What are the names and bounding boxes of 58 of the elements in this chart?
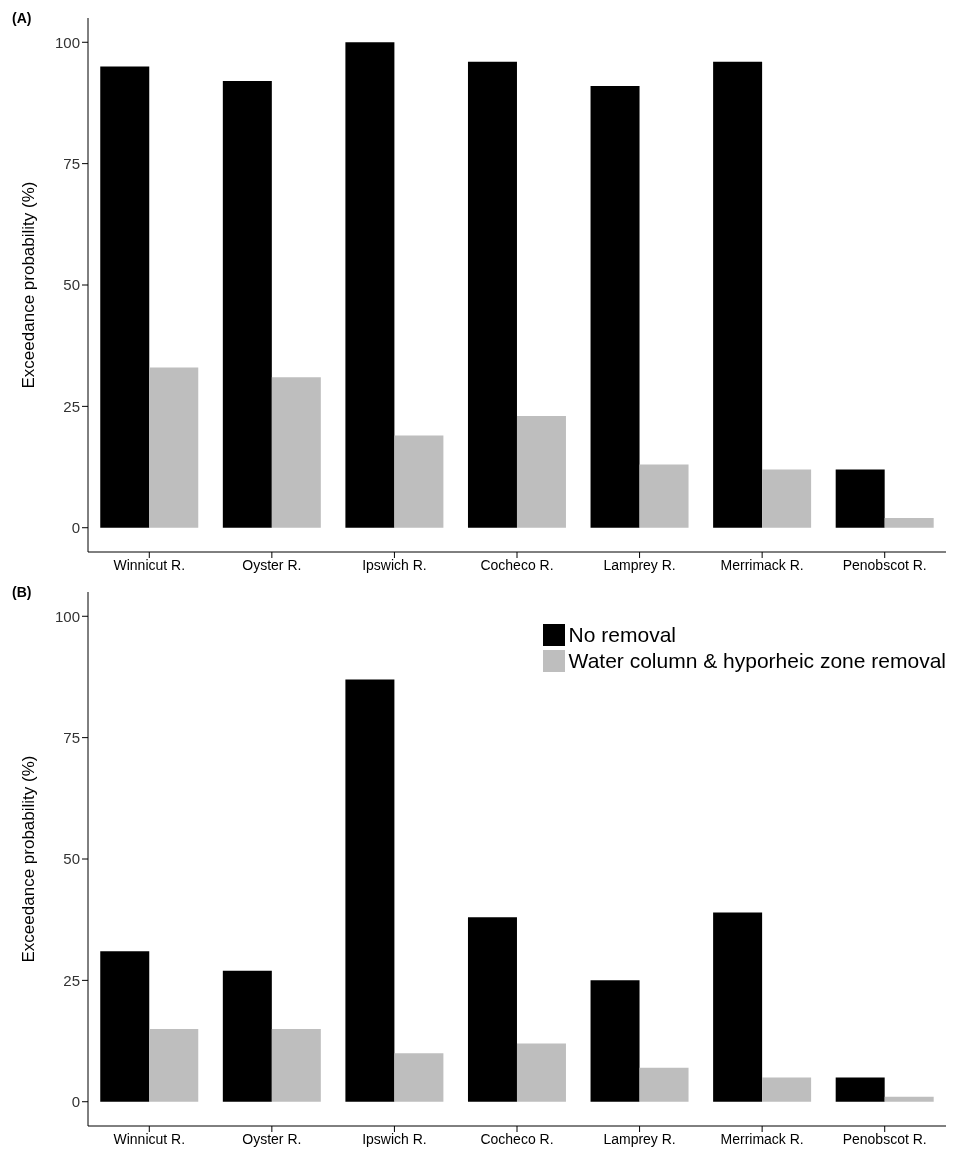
y-tick-label: 0 <box>71 519 80 537</box>
bar <box>271 1028 321 1102</box>
bar <box>222 81 272 528</box>
bar <box>345 42 395 528</box>
bar <box>222 970 272 1102</box>
bar <box>345 679 395 1102</box>
bar <box>467 61 517 528</box>
y-tick-label: 0 <box>71 1093 80 1111</box>
y-axis-title: Exceedance probability (%) <box>19 755 39 963</box>
bar <box>394 1053 444 1102</box>
bar <box>884 518 934 528</box>
bar <box>835 469 885 528</box>
chart-title: (B) <box>12 584 32 600</box>
x-tick-label: Penobscot R. <box>842 1130 927 1147</box>
bar <box>149 367 199 528</box>
y-tick-label: 50 <box>63 276 80 294</box>
bar <box>884 1096 934 1102</box>
x-tick-label: Lamprey R. <box>603 556 676 573</box>
bar <box>762 1077 812 1102</box>
x-tick-label: Penobscot R. <box>842 556 927 573</box>
x-tick-label: Ipswich R. <box>362 1130 427 1147</box>
bar <box>713 912 763 1102</box>
x-tick-label: Winnicut R. <box>113 556 186 573</box>
y-tick-label: 100 <box>54 33 80 51</box>
bar <box>835 1077 885 1102</box>
y-tick-label: 75 <box>63 154 80 172</box>
x-tick-label: Winnicut R. <box>113 1130 186 1147</box>
x-tick-label: Lamprey R. <box>603 1130 676 1147</box>
x-tick-label: Oyster R. <box>242 556 302 573</box>
x-tick-label: Cocheco R. <box>480 1130 554 1147</box>
bar <box>100 66 150 528</box>
legend-label: Water column & hyporheic zone removal <box>568 649 946 673</box>
bar <box>590 980 640 1102</box>
y-axis-title: Exceedance probability (%) <box>19 181 39 389</box>
bar <box>762 469 812 528</box>
y-tick-label: 75 <box>63 728 80 746</box>
bar <box>149 1028 199 1102</box>
bar <box>639 464 689 528</box>
y-tick-label: 25 <box>63 971 80 989</box>
bar <box>590 85 640 528</box>
x-tick-label: Ipswich R. <box>362 556 427 573</box>
bar <box>516 416 566 528</box>
legend-label: No removal <box>568 623 676 647</box>
bar <box>100 951 150 1102</box>
x-tick-label: Merrimack R. <box>720 556 804 573</box>
y-tick-label: 100 <box>54 607 80 625</box>
x-tick-label: Oyster R. <box>242 1130 302 1147</box>
bar <box>639 1067 689 1102</box>
bar <box>467 917 517 1102</box>
bar <box>516 1043 566 1102</box>
y-tick-label: 25 <box>63 397 80 415</box>
bar <box>394 435 444 528</box>
x-tick-label: Merrimack R. <box>720 1130 804 1147</box>
bar <box>271 377 321 528</box>
chart-title: (A) <box>12 10 32 26</box>
bar <box>713 61 763 528</box>
x-tick-label: Cocheco R. <box>480 556 554 573</box>
y-tick-label: 50 <box>63 850 80 868</box>
